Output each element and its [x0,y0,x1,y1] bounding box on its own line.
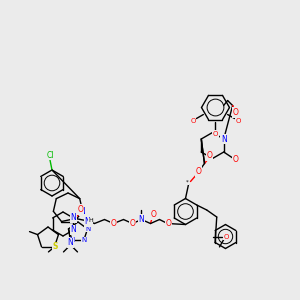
Text: N: N [85,217,90,226]
Text: *: * [186,180,189,185]
Text: S: S [53,242,58,251]
Text: H: H [88,218,93,223]
Text: O: O [151,210,156,219]
Text: O: O [235,118,241,124]
Text: O: O [78,205,83,214]
Text: O: O [166,219,171,228]
Text: O: O [111,219,116,228]
Text: N: N [85,226,90,232]
Text: N: N [80,207,86,216]
Text: O: O [223,232,229,238]
Text: O: O [207,151,212,160]
Text: O: O [233,154,239,164]
Text: N: N [70,237,75,243]
Text: Cl: Cl [46,151,54,160]
Text: N: N [221,134,226,143]
Text: O: O [190,118,196,124]
Text: O: O [224,233,229,239]
Text: N: N [70,226,76,235]
Text: N: N [68,238,74,247]
Text: N: N [139,215,144,224]
Text: O: O [233,108,239,117]
Text: O: O [130,219,135,228]
Text: N: N [70,214,76,223]
Text: O: O [213,130,218,136]
Text: O: O [196,167,201,176]
Text: N: N [81,237,86,243]
